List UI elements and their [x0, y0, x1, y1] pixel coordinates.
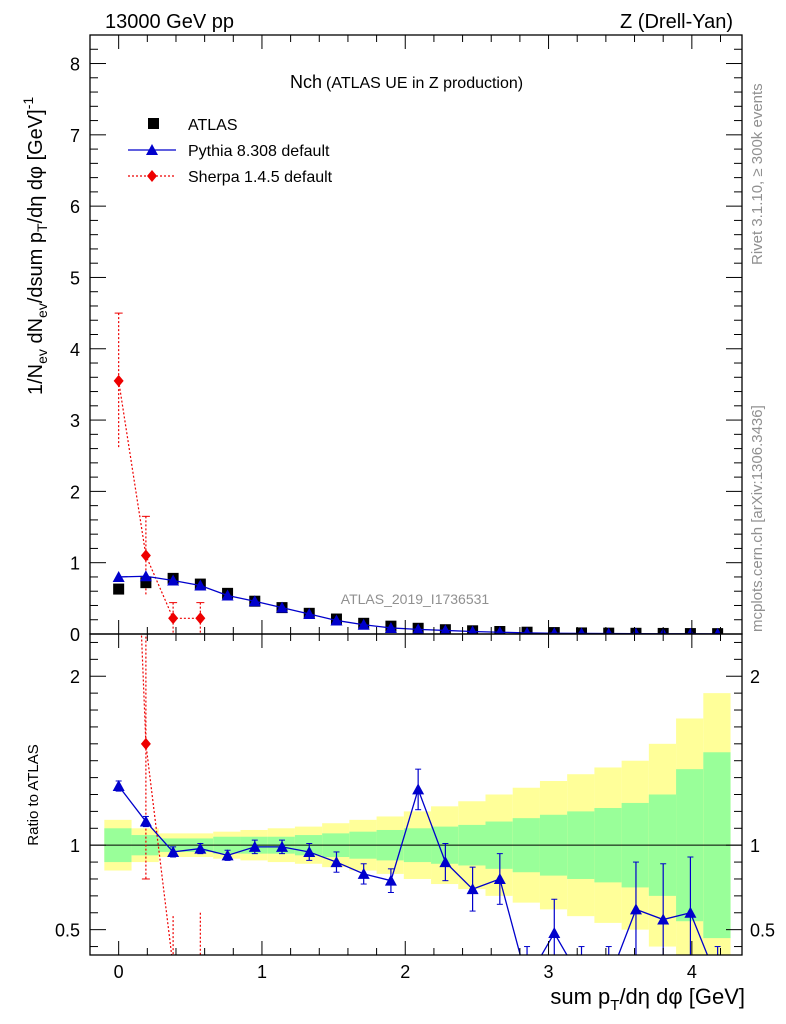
- ratio-y-tick-label-right: 1: [750, 836, 760, 856]
- sherpa-ratio-point: [114, 62, 124, 74]
- pythia-ratio-point: [330, 856, 343, 868]
- pythia-ratio-point: [276, 840, 289, 852]
- sherpa-data-point: [113, 374, 124, 387]
- pythia-ratio-point: [629, 903, 642, 915]
- main-y-tick-label: 4: [70, 340, 80, 360]
- ratio-y-tick-label-left: 1: [70, 836, 80, 856]
- svg-text:1/Nev dNev/dsum pT/dη dφ [GeV]: 1/Nev dNev/dsum pT/dη dφ [GeV]-1: [20, 97, 50, 395]
- pythia-ratio-point: [439, 856, 452, 868]
- pythia-data-point: [330, 614, 343, 626]
- pythia-ratio-point: [657, 913, 670, 925]
- pythia-ratio-point: [167, 845, 180, 857]
- ratio-y-tick-label-right: 2: [750, 667, 760, 687]
- pythia-data-point: [221, 589, 234, 601]
- x-tick-label: 4: [687, 962, 697, 982]
- pythia-data-point: [248, 595, 261, 607]
- legend-sherpa-marker: [147, 170, 157, 182]
- main-y-tick-label: 6: [70, 197, 80, 217]
- ratio-y-tick-label-left: 2: [70, 667, 80, 687]
- analysis-label: ATLAS_2019_I1736531: [341, 591, 490, 607]
- main-y-tick-label: 0: [70, 625, 80, 645]
- sherpa-series-line: [118, 380, 201, 619]
- pythia-data-point: [139, 570, 152, 582]
- main-y-tick-label: 3: [70, 411, 80, 431]
- atlas-data-point: [113, 583, 125, 595]
- pythia-data-point: [495, 626, 505, 634]
- pythia-data-point: [577, 627, 586, 634]
- legend: ATLAS Pythia 8.308 default Sherpa 1.4.5 …: [128, 117, 333, 186]
- pythia-data-point: [384, 621, 397, 633]
- pythia-data-point: [194, 579, 207, 591]
- pythia-ratio-point: [384, 874, 397, 886]
- pythia-data-point: [523, 626, 531, 634]
- pythia-data-point: [357, 618, 370, 630]
- main-y-tick-label: 5: [70, 268, 80, 288]
- side-label-rivet: Rivet 3.1.10, ≥ 300k events: [749, 83, 766, 265]
- sherpa-ratio-line: [140, 634, 173, 955]
- x-tick-label: 2: [400, 962, 410, 982]
- pythia-ratio-point: [248, 840, 261, 852]
- main-y-tick-label: 2: [70, 482, 80, 502]
- sherpa-data-point: [195, 612, 206, 625]
- side-label-mcplots: mcplots.cern.ch [arXiv:1306.3436]: [749, 405, 766, 632]
- pythia-data-point: [276, 601, 289, 613]
- ratio-y-axis-label: Ratio to ATLAS: [25, 744, 42, 845]
- pythia-ratio-point: [412, 783, 425, 795]
- header-energy-label: 13000 GeV pp: [105, 11, 234, 33]
- main-y-tick-label: 1: [70, 554, 80, 574]
- sherpa-data-point: [140, 549, 151, 562]
- x-axis-label: sum pT/dη dφ [GeV]: [550, 984, 745, 1014]
- pythia-ratio-point: [466, 883, 479, 895]
- x-tick-label: 3: [544, 962, 554, 982]
- pythia-data-point: [714, 627, 721, 634]
- pythia-ratio-point: [521, 974, 533, 985]
- pythia-ratio-point: [139, 815, 152, 827]
- axes-layer: 0 1 2 3 4 0 1 2 3 4 5 6 7 8 0.5 0.5 1 1 2 2: [55, 34, 775, 982]
- pythia-ratio-point: [357, 867, 370, 879]
- pythia-data-point: [550, 627, 558, 634]
- plot-title-main: Nch: [290, 72, 322, 92]
- pythia-data-point: [303, 608, 316, 620]
- legend-pythia-label: Pythia 8.308 default: [188, 143, 330, 160]
- legend-atlas-marker: [148, 118, 159, 129]
- pythia-data-point: [467, 625, 478, 634]
- svg-text:sum pT/dη dφ [GeV]: sum pT/dη dφ [GeV]: [550, 984, 745, 1014]
- pythia-ratio-point: [548, 927, 561, 939]
- sherpa-ratio-point: [140, 737, 151, 750]
- pythia-data-point: [112, 570, 125, 582]
- x-tick-label: 0: [114, 962, 124, 982]
- atlas-data-point: [140, 577, 152, 589]
- main-y-tick-label: 7: [70, 126, 80, 146]
- x-tick-label: 1: [257, 962, 267, 982]
- pythia-ratio-point: [112, 780, 125, 792]
- legend-pythia-marker: [146, 144, 158, 155]
- main-y-tick-label: 8: [70, 55, 80, 75]
- pythia-ratio-point: [194, 842, 207, 854]
- pythia-data-point: [605, 627, 613, 634]
- legend-atlas-label: ATLAS: [188, 117, 238, 134]
- main-y-axis-label: 1/Nev dNev/dsum pT/dη dφ [GeV]-1: [20, 97, 50, 395]
- pythia-ratio-point: [303, 845, 316, 857]
- sherpa-data-point: [168, 612, 179, 625]
- header-process-label: Z (Drell-Yan): [620, 11, 733, 33]
- pythia-ratio-point: [684, 906, 697, 918]
- ratio-y-tick-label-left: 0.5: [55, 921, 80, 941]
- sherpa-ratio-point: [195, 957, 205, 969]
- ratio-plot-layer: [90, 62, 742, 985]
- pythia-data-point: [440, 624, 451, 634]
- pythia-data-point: [167, 574, 180, 586]
- ratio-y-tick-label-right: 0.5: [750, 921, 775, 941]
- pythia-data-point: [412, 623, 424, 634]
- sherpa-ratio-point: [168, 961, 178, 973]
- plot-title-sub: (ATLAS UE in Z production): [326, 75, 523, 92]
- pythia-ratio-point: [221, 849, 234, 861]
- legend-sherpa-label: Sherpa 1.4.5 default: [188, 169, 333, 186]
- pythia-ratio-point: [493, 872, 506, 884]
